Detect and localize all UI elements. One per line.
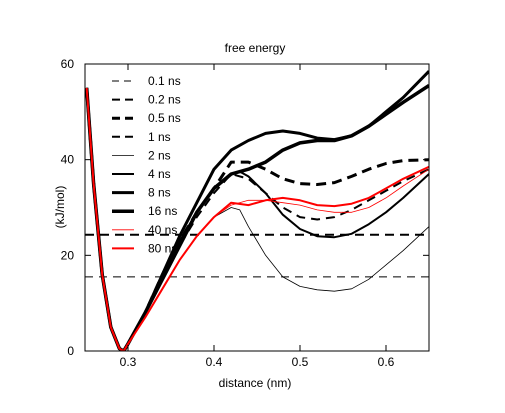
legend-label-7: 16 ns [148, 204, 177, 218]
legend-label-4: 2 ns [148, 148, 171, 162]
legend-label-5: 4 ns [148, 167, 171, 181]
legend-label-2: 0.5 ns [148, 111, 181, 125]
chart-title: free energy [225, 41, 286, 55]
axis-layer: 0.3 0.4 0.5 0.6 0 20 40 60 [61, 57, 430, 369]
legend-label-0: 0.1 ns [148, 74, 181, 88]
series-line-6 [85, 70, 429, 351]
plot-frame [84, 63, 430, 352]
legend-label-9: 80 ns [148, 241, 177, 255]
series-line-2 [85, 87, 429, 351]
x-tick-label: 0.6 [378, 355, 395, 369]
x-tick-label: 0.3 [120, 355, 137, 369]
y-axis-label: (kJ/mol) [53, 186, 67, 229]
x-axis-label: distance (nm) [219, 376, 292, 390]
legend-label-1: 0.2 ns [148, 93, 181, 107]
series-line-4 [86, 87, 429, 351]
y-tick-label: 40 [61, 153, 75, 167]
series-line-8 [86, 87, 429, 351]
legend-label-8: 40 ns [148, 223, 177, 237]
series-layer [85, 70, 429, 351]
legend-label-3: 1 ns [148, 130, 171, 144]
x-tick-label: 0.4 [206, 355, 223, 369]
series-line-3 [85, 87, 429, 351]
x-tick-label: 0.5 [292, 355, 309, 369]
series-line-9 [85, 87, 429, 351]
legend: 0.1 ns 0.2 ns 0.5 ns 1 ns 2 ns 4 ns 8 ns 16 ns 4… [112, 74, 181, 255]
y-tick-label: 0 [67, 344, 74, 358]
y-tick-label: 60 [61, 57, 75, 71]
legend-label-6: 8 ns [148, 186, 171, 200]
y-tick-label: 20 [61, 248, 75, 262]
series-line-5 [85, 87, 429, 351]
